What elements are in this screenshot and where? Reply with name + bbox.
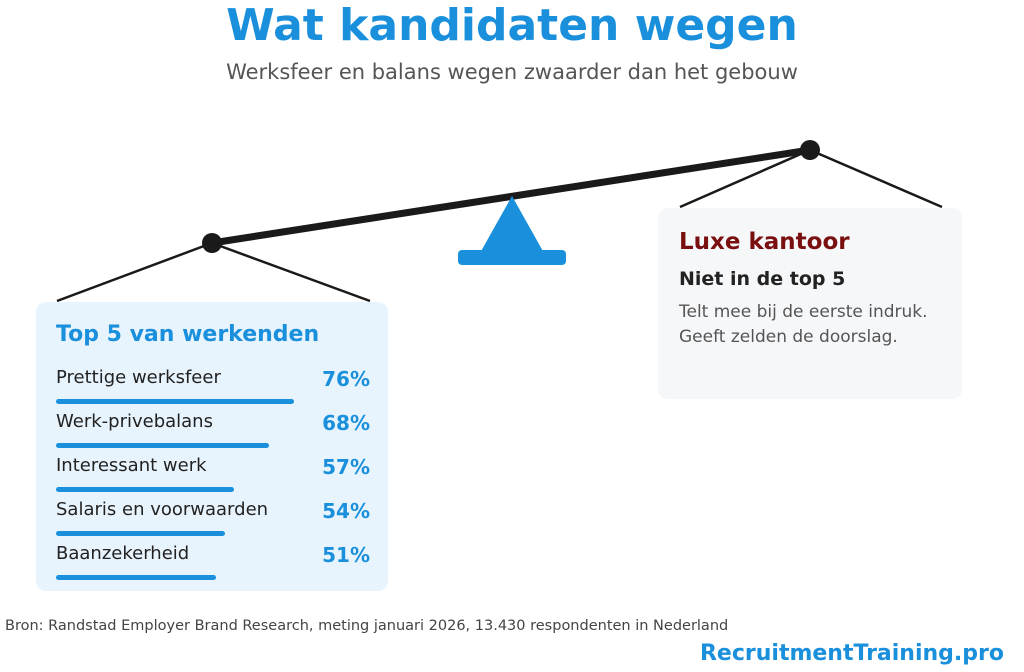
bar-row: Werk-privebalans 68% [56, 410, 370, 450]
left-pan-string-left [56, 241, 213, 303]
bar-value-label: 51% [322, 543, 370, 567]
bar-value-label: 57% [322, 455, 370, 479]
bar [56, 487, 234, 492]
luxury-office-subtitle: Niet in de top 5 [679, 268, 846, 290]
left-pivot-dot [202, 233, 222, 253]
brand-logo-text: RecruitmentTraining.pro [699, 641, 1004, 666]
left-pan-string-right [211, 241, 371, 303]
bar-value-label: 54% [322, 499, 370, 523]
bar-category-label: Baanzekerheid [56, 543, 190, 564]
bar-row: Baanzekerheid 51% [56, 542, 370, 582]
bar-row: Interessant werk 57% [56, 454, 370, 494]
bar-value-label: 68% [322, 411, 370, 435]
right-pan-string-right [809, 148, 943, 209]
luxury-office-text: Telt mee bij de eerste indruk. Geeft zel… [679, 302, 928, 347]
right-pan-string-left [679, 148, 811, 209]
bar-row: Prettige werksfeer 76% [56, 366, 370, 406]
bar-category-label: Salaris en voorwaarden [56, 499, 269, 520]
bar-value-label: 76% [322, 367, 370, 391]
page-subtitle: Werksfeer en balans wegen zwaarder dan h… [226, 60, 798, 84]
bar-row: Salaris en voorwaarden 54% [56, 498, 370, 538]
bar [56, 531, 225, 536]
luxury-office-title: Luxe kantoor [679, 229, 850, 255]
bar-category-label: Interessant werk [56, 455, 207, 476]
fulcrum-triangle [480, 196, 544, 253]
bar [56, 443, 269, 448]
bar [56, 399, 294, 404]
fulcrum-base [458, 250, 566, 265]
right-pivot-dot [800, 140, 820, 160]
scale-beam [208, 146, 814, 247]
source-note: Bron: Randstad Employer Brand Research, … [5, 618, 729, 634]
page-title: Wat kandidaten wegen [226, 0, 798, 51]
bar [56, 575, 216, 580]
luxury-office-panel: Luxe kantoor Niet in de top 5 Telt mee b… [658, 208, 962, 399]
bar-category-label: Werk-privebalans [56, 411, 213, 432]
bar-category-label: Prettige werksfeer [56, 367, 221, 388]
top5-title: Top 5 van werkenden [56, 322, 320, 347]
top5-panel: Top 5 van werkenden Prettige werksfeer 76… [36, 302, 388, 591]
